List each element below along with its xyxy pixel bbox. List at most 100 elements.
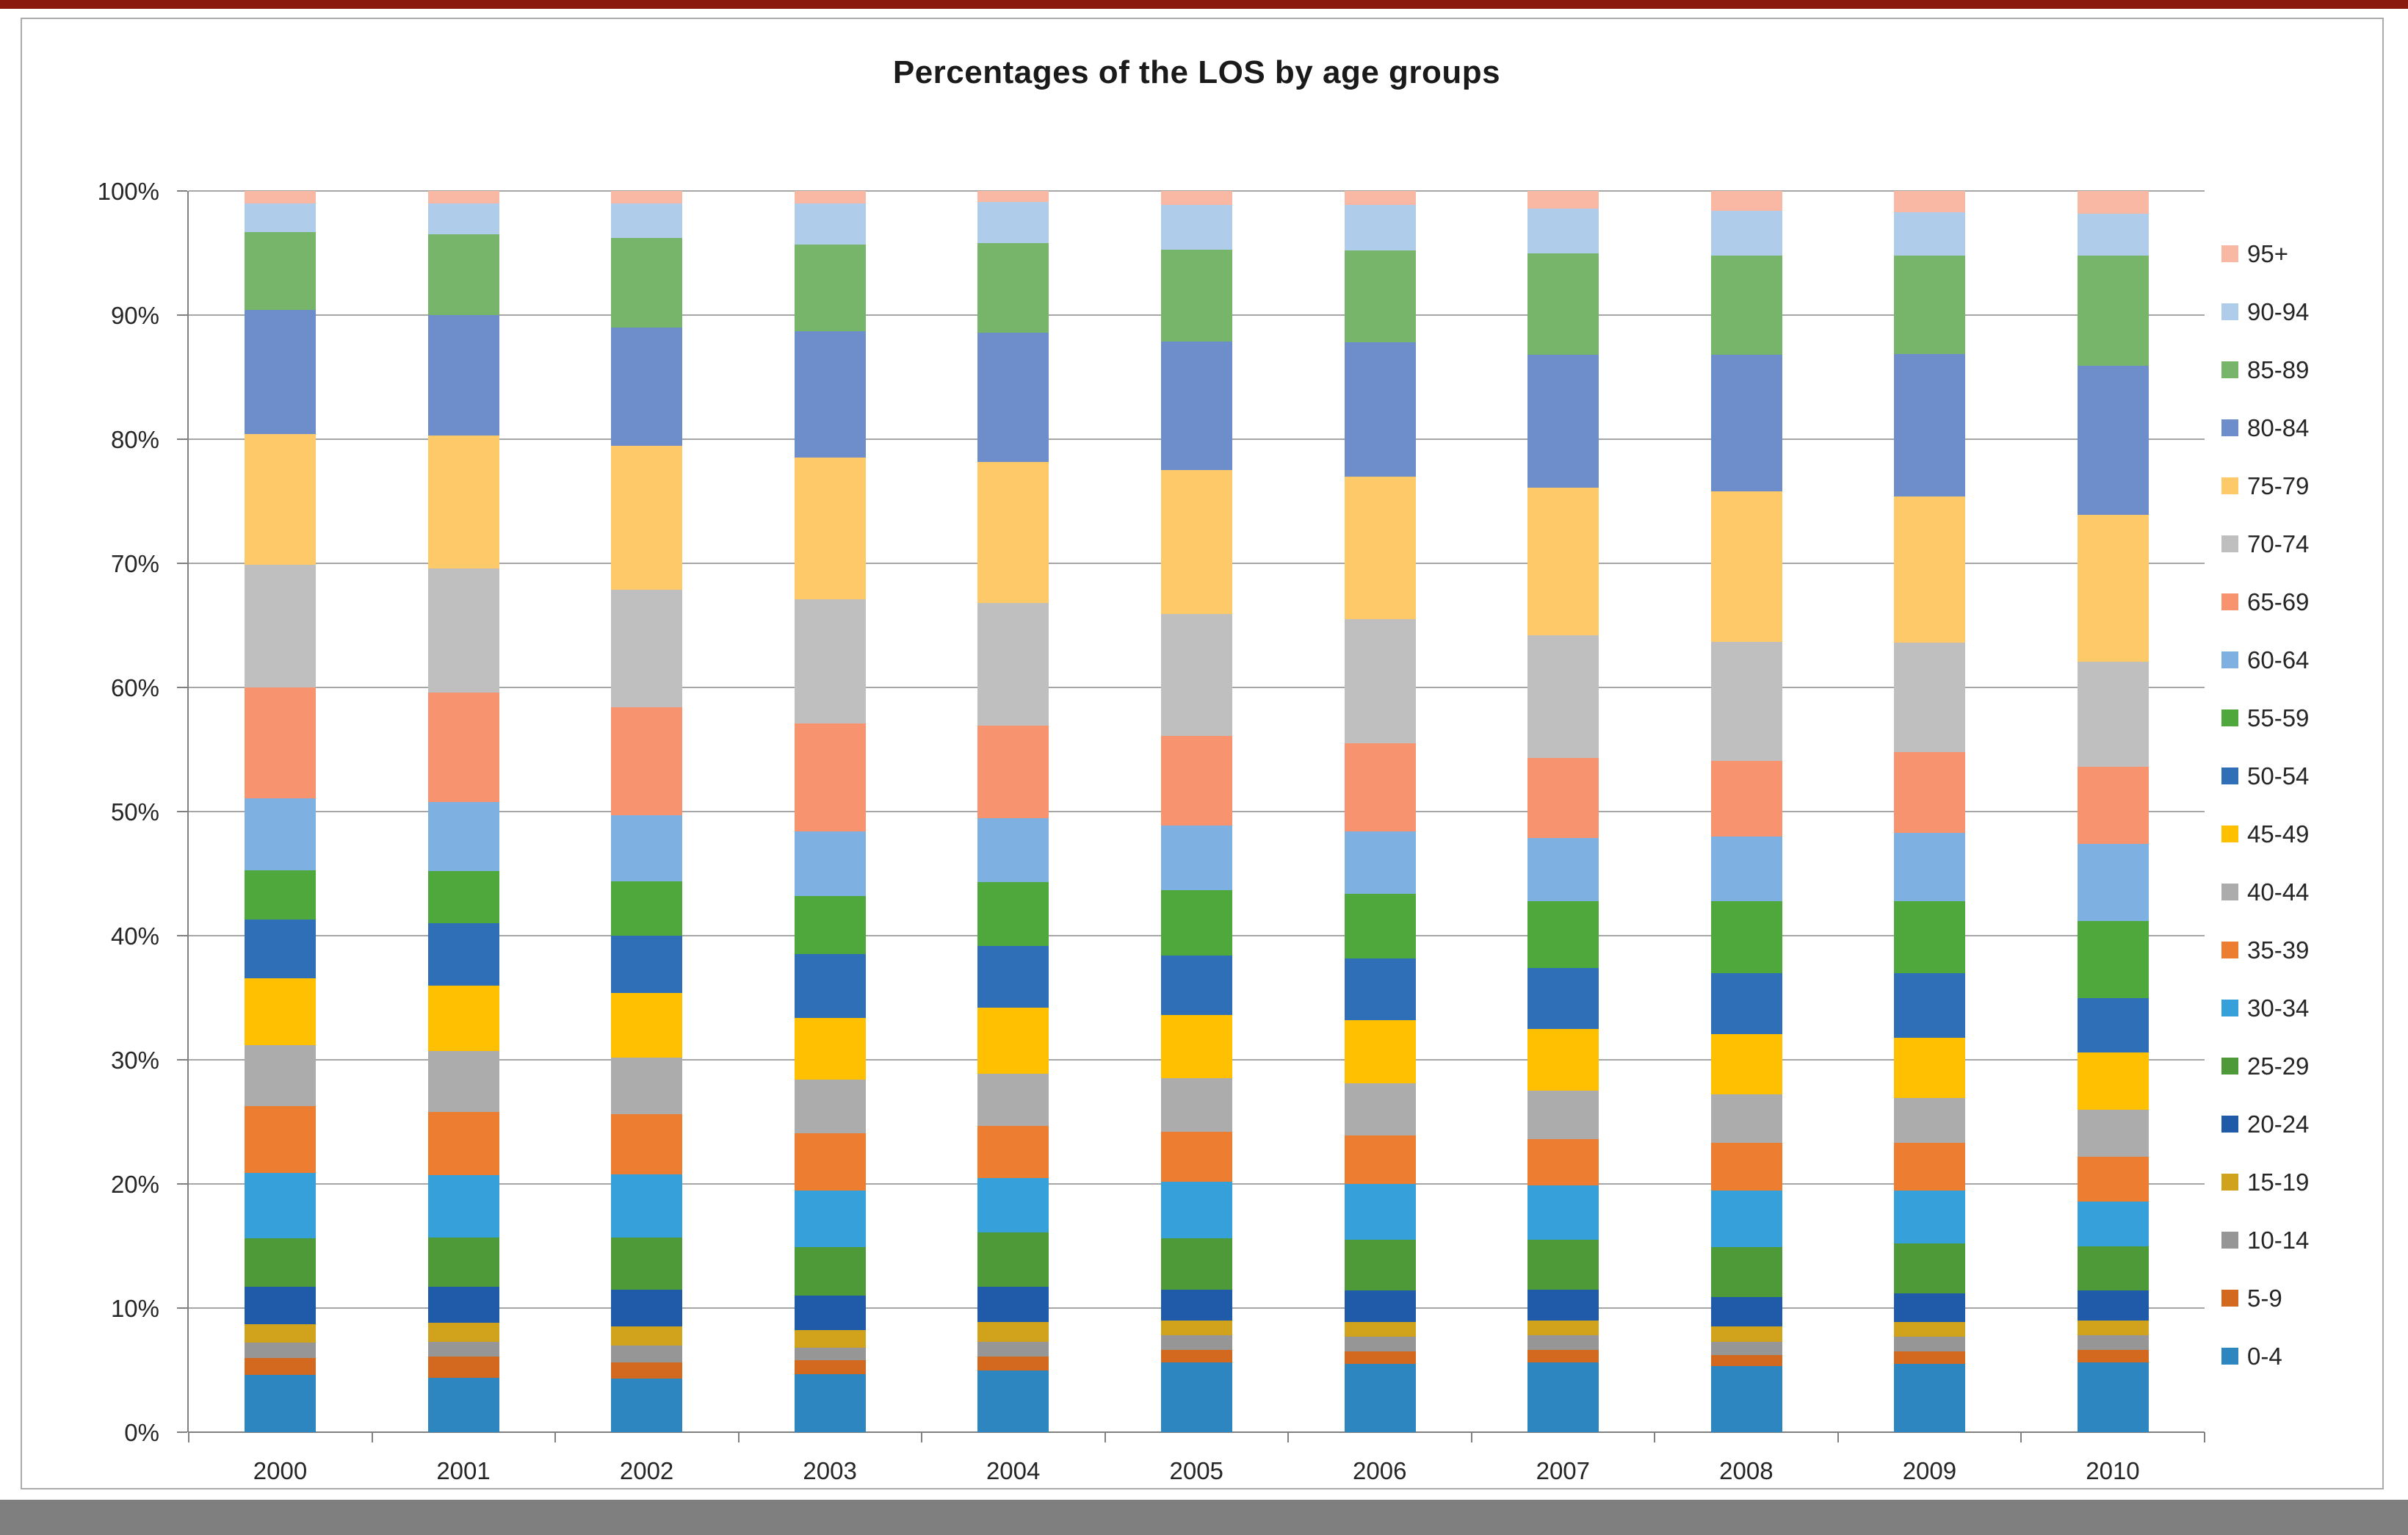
- legend-label: 35-39: [2247, 936, 2310, 964]
- bar-segment-2006-90-94: [1344, 204, 1416, 251]
- bar-segment-2006-30-34: [1344, 1184, 1416, 1240]
- bar-segment-2003-95+: [794, 191, 866, 204]
- bar-segment-2010-90-94: [2077, 213, 2149, 256]
- bar-segment-2008-80-84: [1710, 355, 1782, 492]
- legend-label: 25-29: [2247, 1052, 2310, 1080]
- legend-item-35-39: 35-39: [2221, 921, 2408, 979]
- bar-segment-2007-25-29: [1527, 1240, 1599, 1290]
- bar-segment-2002-55-59: [611, 881, 683, 936]
- legend-label: 50-54: [2247, 762, 2310, 790]
- legend-swatch-icon: [2221, 826, 2238, 842]
- legend-item-10-14: 10-14: [2221, 1211, 2408, 1269]
- legend-item-15-19: 15-19: [2221, 1153, 2408, 1211]
- bar-segment-2007-5-9: [1527, 1350, 1599, 1363]
- bar-segment-2004-10-14: [977, 1341, 1049, 1357]
- bar-segment-2006-10-14: [1344, 1336, 1416, 1352]
- bar-segment-2010-20-24: [2077, 1290, 2149, 1321]
- legend-label: 30-34: [2247, 994, 2310, 1022]
- bar-segment-2002-30-34: [611, 1174, 683, 1238]
- bar-segment-2009-30-34: [1894, 1190, 1966, 1244]
- bar-segment-2001-20-24: [427, 1287, 499, 1323]
- bar-segment-2001-80-84: [427, 315, 499, 436]
- bar-segment-2006-40-44: [1344, 1083, 1416, 1136]
- bar-segment-2003-50-54: [794, 954, 866, 1018]
- legend-item-85-89: 85-89: [2221, 341, 2408, 399]
- legend-swatch-icon: [2221, 1290, 2238, 1307]
- bar-segment-2002-90-94: [611, 203, 683, 239]
- bar-segment-2003-65-69: [794, 723, 866, 832]
- legend-label: 10-14: [2247, 1226, 2310, 1254]
- legend-swatch-icon: [2221, 1174, 2238, 1191]
- legend-swatch-icon: [2221, 709, 2238, 726]
- bar-segment-2010-75-79: [2077, 515, 2149, 662]
- bar-segment-2008-75-79: [1710, 491, 1782, 642]
- bar-segment-2008-60-64: [1710, 836, 1782, 901]
- bar-segment-2009-35-39: [1894, 1143, 1966, 1191]
- bar-segment-2001-65-69: [427, 692, 499, 802]
- bar-segment-2001-70-74: [427, 568, 499, 693]
- legend-swatch-icon: [2221, 1232, 2238, 1249]
- bar-segment-2009-15-19: [1894, 1321, 1966, 1337]
- bar-segment-2009-95+: [1894, 191, 1966, 212]
- gridline-100: [189, 190, 2205, 192]
- bar-segment-2001-45-49: [427, 985, 499, 1052]
- bar-segment-2008-70-74: [1710, 641, 1782, 761]
- legend-swatch-icon: [2221, 419, 2238, 436]
- bar-segment-2000-25-29: [245, 1238, 317, 1287]
- x-axis-label-2006: 2006: [1353, 1457, 1407, 1484]
- bar-segment-2008-65-69: [1710, 760, 1782, 837]
- bar-segment-2009-55-59: [1894, 900, 1966, 973]
- legend-item-20-24: 20-24: [2221, 1095, 2408, 1153]
- bar-segment-2006-75-79: [1344, 476, 1416, 620]
- bar-segment-2007-50-54: [1527, 968, 1599, 1029]
- legend-item-70-74: 70-74: [2221, 515, 2408, 573]
- window-top-strip: [0, 0, 2408, 9]
- bar-segment-2005-55-59: [1161, 889, 1232, 956]
- bar-segment-2004-0-4: [977, 1370, 1049, 1432]
- bar-segment-2010-10-14: [2077, 1335, 2149, 1351]
- bar-segment-2003-80-84: [794, 331, 866, 458]
- x-axis-tick: [188, 1432, 189, 1442]
- bar-segment-2008-35-39: [1710, 1143, 1782, 1191]
- bar-segment-2008-50-54: [1710, 972, 1782, 1034]
- bar-segment-2010-60-64: [2077, 844, 2149, 921]
- x-axis-tick: [1837, 1432, 1839, 1442]
- bar-segment-2000-45-49: [245, 978, 317, 1045]
- bar-segment-2002-0-4: [611, 1379, 683, 1432]
- bar-segment-2001-40-44: [427, 1051, 499, 1113]
- bar-segment-2005-85-89: [1161, 249, 1232, 342]
- bar-segment-2002-15-19: [611, 1326, 683, 1346]
- legend-label: 65-69: [2247, 588, 2310, 615]
- bar-segment-2009-65-69: [1894, 752, 1966, 833]
- bar-segment-2004-60-64: [977, 817, 1049, 883]
- bar-segment-2007-95+: [1527, 191, 1599, 209]
- x-axis-tick: [1287, 1432, 1290, 1442]
- legend-item-50-54: 50-54: [2221, 747, 2408, 805]
- bar-segment-2002-50-54: [611, 936, 683, 993]
- bar-segment-2001-60-64: [427, 801, 499, 872]
- bar-segment-2001-25-29: [427, 1237, 499, 1287]
- bar-segment-2007-65-69: [1527, 758, 1599, 838]
- x-axis-label-2009: 2009: [1902, 1457, 1957, 1484]
- bar-segment-2009-25-29: [1894, 1243, 1966, 1293]
- x-axis-tick: [2204, 1432, 2205, 1442]
- chart-title: Percentages of the LOS by age groups: [892, 54, 1501, 90]
- legend-item-0-4: 0-4: [2221, 1327, 2408, 1385]
- bar-segment-2008-25-29: [1710, 1247, 1782, 1297]
- legend-label: 90-94: [2247, 297, 2310, 325]
- bar-segment-2006-85-89: [1344, 250, 1416, 343]
- y-axis-label: 50%: [110, 798, 159, 826]
- bar-segment-2003-15-19: [794, 1330, 866, 1348]
- bar-segment-2003-70-74: [794, 599, 866, 724]
- bar-segment-2002-70-74: [611, 589, 683, 708]
- x-axis-tick: [1470, 1432, 1472, 1442]
- bar-segment-2010-55-59: [2077, 920, 2149, 998]
- legend-item-90-94: 90-94: [2221, 283, 2408, 341]
- bar-segment-2005-30-34: [1161, 1181, 1232, 1239]
- bar-segment-2008-45-49: [1710, 1033, 1782, 1095]
- legend-item-45-49: 45-49: [2221, 805, 2408, 863]
- y-axis-tick: [177, 687, 187, 688]
- bar-segment-2007-40-44: [1527, 1091, 1599, 1140]
- bar-segment-2000-65-69: [245, 687, 317, 798]
- bar-segment-2007-0-4: [1527, 1362, 1599, 1432]
